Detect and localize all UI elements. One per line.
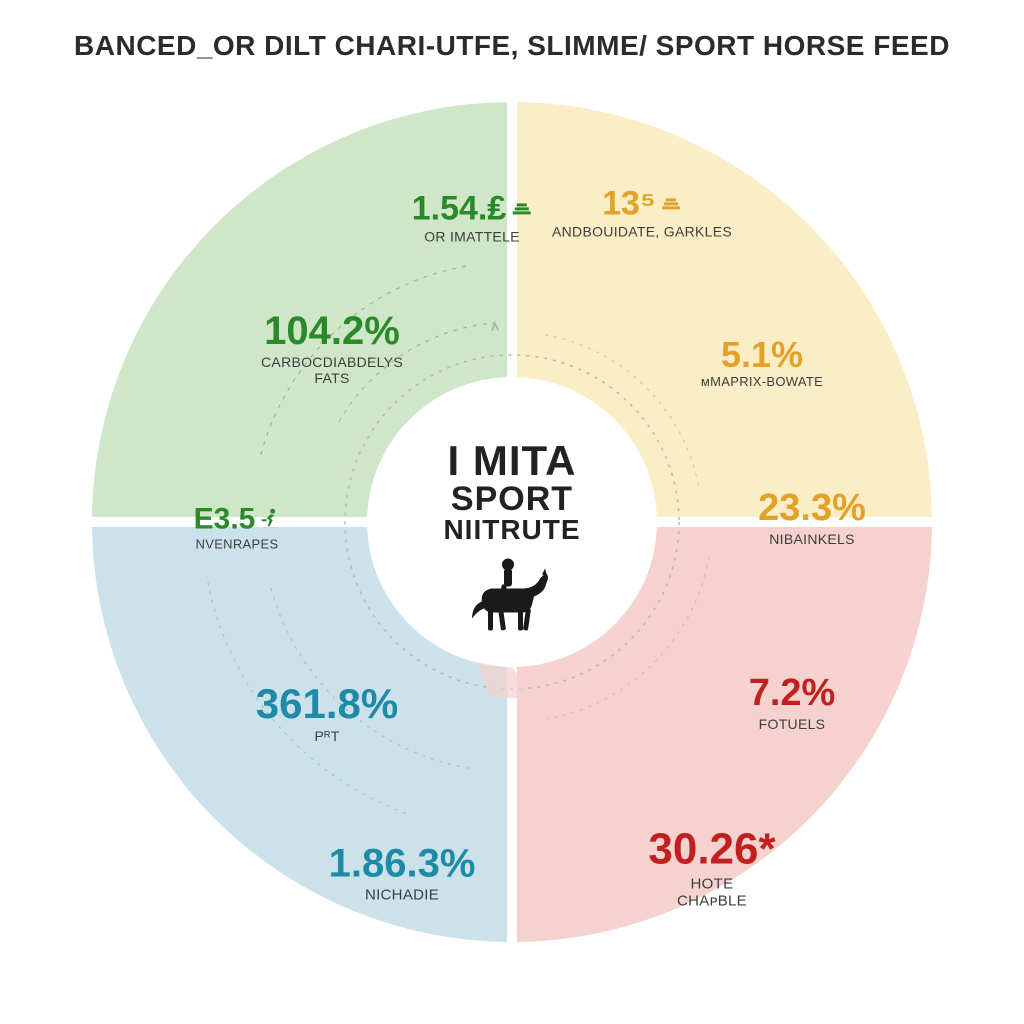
label-sub: PᴿT (256, 728, 398, 744)
label-value: 104.2% (261, 308, 403, 354)
pie-chart: I MITA SPORT NIITRUTE (72, 82, 952, 962)
horse-rider-icon (462, 555, 562, 640)
label-value: 13⁵ (552, 184, 732, 223)
page-title: BANCED_OR DILT CHARI-UTFE, SLIMME/ SPORT… (0, 0, 1024, 62)
data-label: E3.5NVENRAPES (194, 502, 281, 551)
label-sub: ANDBOUIDATE, GARKLES (552, 224, 732, 240)
label-value: 5.1% (701, 334, 823, 375)
data-label: 13⁵ANDBOUIDATE, GARKLES (552, 184, 732, 239)
label-sub: NIBAINKELS (758, 531, 866, 547)
center-line-3: NIITRUTE (443, 516, 580, 544)
data-label: 104.2%CARBOCDIABDELYSFATS (261, 308, 403, 386)
label-sub: CARBOCDIABDELYSFATS (261, 354, 403, 386)
label-sub: ᴍMAPRIX-BOWATE (701, 375, 823, 390)
data-label: 1.54.₤OR IMATTELE (412, 189, 533, 244)
label-value: 30.26* (648, 824, 775, 875)
label-sub: OR IMATTELE (412, 229, 533, 245)
label-sub: HOTECHAᴘBLE (648, 875, 775, 910)
center-line-1: I MITA (443, 440, 580, 482)
data-label: 5.1%ᴍMAPRIX-BOWATE (701, 334, 823, 390)
label-sub: NICHADIE (329, 886, 476, 903)
data-label: 7.2%FOTUELS (749, 672, 836, 732)
label-sub: FOTUELS (749, 716, 836, 732)
label-value: 7.2% (749, 672, 836, 716)
label-sub: NVENRAPES (194, 537, 281, 552)
data-label: 30.26*HOTECHAᴘBLE (648, 824, 775, 909)
label-value: E3.5 (194, 502, 281, 537)
center-title: I MITA SPORT NIITRUTE (443, 440, 580, 544)
label-value: 1.54.₤ (412, 189, 533, 228)
label-value: 1.86.3% (329, 840, 476, 886)
center-line-2: SPORT (443, 482, 580, 516)
data-label: 361.8%PᴿT (256, 680, 398, 744)
label-value: 361.8% (256, 680, 398, 728)
label-value: 23.3% (758, 487, 866, 531)
data-label: 23.3%NIBAINKELS (758, 487, 866, 547)
data-label: 1.86.3%NICHADIE (329, 840, 476, 903)
